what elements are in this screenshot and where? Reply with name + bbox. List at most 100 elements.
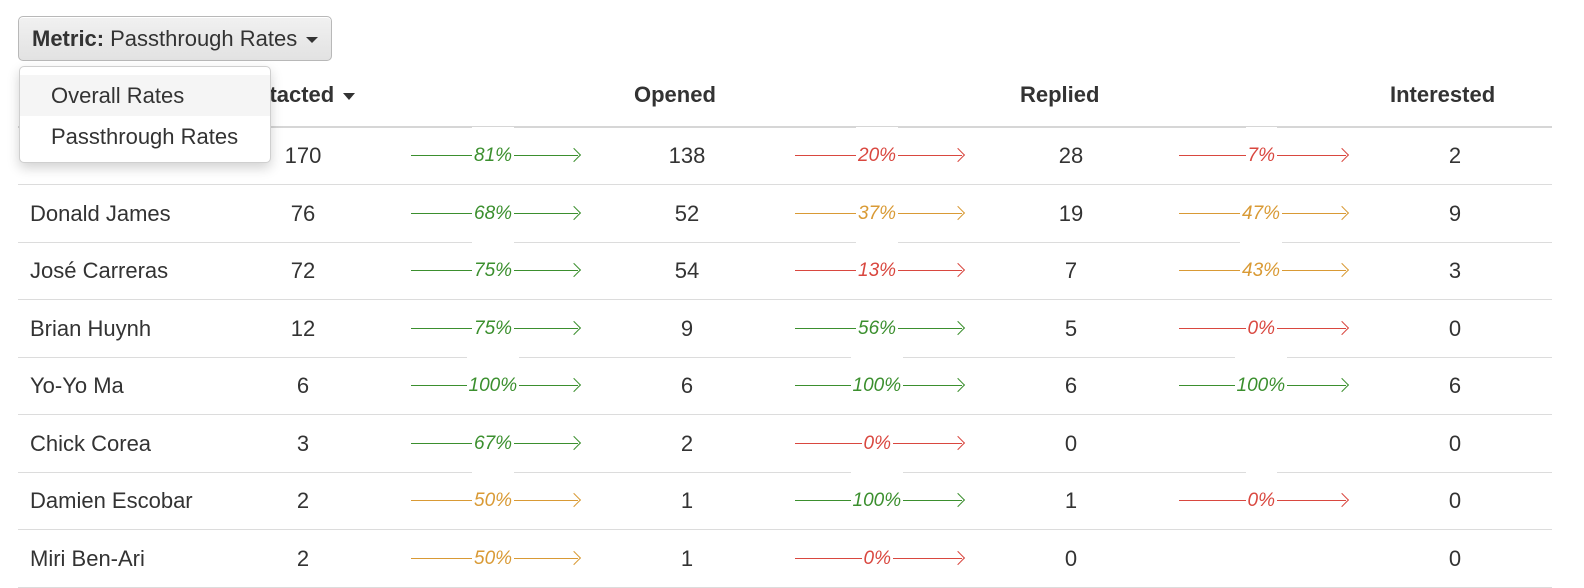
passthrough-rate-arrow: 50% <box>411 472 582 529</box>
interested-count: 0 <box>1448 488 1462 513</box>
arrow-right-icon <box>950 492 966 508</box>
passthrough-rate-arrow: 68% <box>411 184 582 242</box>
table-row: Damien Escobar 2 1 1 0 50% 100% 0% <box>18 472 1552 530</box>
arrow-right-icon <box>1334 147 1350 163</box>
arrow-right-icon <box>566 550 582 565</box>
person-name: Damien Escobar <box>30 488 193 513</box>
rate-percent: 50% <box>472 529 515 587</box>
opened-count: 2 <box>680 430 694 456</box>
rate-percent: 37% <box>856 184 899 242</box>
interested-count: 0 <box>1448 315 1462 341</box>
rate-percent: 68% <box>472 184 515 242</box>
passthrough-rate-arrow: 47% <box>1179 184 1350 242</box>
contacted-count: 12 <box>290 315 316 341</box>
table-row: Yo-Yo Ma 6 6 6 6 100% 100% 100% <box>18 357 1552 415</box>
arrow-right-icon <box>1334 492 1350 508</box>
person-name: Chick Corea <box>30 430 152 456</box>
replied-count: 6 <box>1064 373 1078 398</box>
arrow-right-icon <box>1334 205 1350 220</box>
replied-count: 19 <box>1058 200 1084 226</box>
table-row: 170 138 28 2 81% 20% 7% <box>18 127 1552 185</box>
arrow-right-icon <box>566 205 582 220</box>
rate-percent: 43% <box>1240 242 1283 299</box>
contacted-count: 2 <box>296 488 310 513</box>
rate-percent: 81% <box>472 127 515 184</box>
contacted-count: 76 <box>290 200 316 226</box>
passthrough-rate-arrow: 37% <box>795 184 966 242</box>
replied-count: 7 <box>1064 258 1078 283</box>
rate-percent: 75% <box>472 299 515 357</box>
rate-percent: 7% <box>1245 127 1277 184</box>
metric-dropdown-button[interactable]: Metric: Passthrough Rates <box>18 16 332 61</box>
passthrough-rate-arrow: 81% <box>411 127 582 184</box>
arrow-right-icon <box>950 147 966 163</box>
person-name: Yo-Yo Ma <box>30 373 124 398</box>
metric-dropdown-menu: Overall Rates Passthrough Rates <box>19 66 271 163</box>
arrow-right-icon <box>566 492 582 508</box>
person-name: Donald James <box>30 200 171 226</box>
column-header-interested[interactable]: Interested <box>1390 82 1496 107</box>
column-header-opened[interactable]: Opened <box>634 82 716 107</box>
table-header: ntacted Opened Replied Interested <box>18 72 1552 128</box>
rate-percent: 100% <box>850 357 904 414</box>
rate-percent: 100% <box>850 472 904 529</box>
person-name: Miri Ben-Ari <box>30 545 145 571</box>
rate-percent: 0% <box>861 414 893 472</box>
opened-count: 1 <box>680 545 694 571</box>
replied-count: 28 <box>1058 143 1084 168</box>
arrow-right-icon <box>1334 262 1350 278</box>
rate-percent: 100% <box>1234 357 1288 414</box>
person-name: Brian Huynh <box>30 315 152 341</box>
arrow-right-icon <box>1334 377 1350 393</box>
arrow-right-icon <box>1334 320 1350 335</box>
person-name: José Carreras <box>30 258 169 283</box>
menu-item-overall-rates[interactable]: Overall Rates <box>20 75 270 116</box>
arrow-right-icon <box>950 320 966 335</box>
metric-label: Metric: <box>32 25 105 51</box>
replied-count: 5 <box>1064 315 1078 341</box>
passthrough-rate-arrow: 13% <box>795 242 966 299</box>
opened-count: 9 <box>680 315 694 341</box>
contacted-count: 6 <box>296 373 310 398</box>
rate-percent: 56% <box>856 299 899 357</box>
passthrough-rate-arrow: 100% <box>795 472 966 529</box>
replied-count: 0 <box>1064 545 1078 571</box>
opened-count: 52 <box>674 200 700 226</box>
arrow-right-icon <box>566 377 582 393</box>
rate-percent: 0% <box>861 529 893 587</box>
arrow-right-icon <box>950 377 966 393</box>
arrow-right-icon <box>950 205 966 220</box>
rate-percent: 0% <box>1245 299 1277 357</box>
interested-count: 6 <box>1448 373 1462 398</box>
arrow-right-icon <box>950 435 966 450</box>
replied-count: 1 <box>1064 488 1078 513</box>
caret-down-icon <box>306 37 319 43</box>
rate-percent: 47% <box>1240 184 1283 242</box>
passthrough-rate-arrow: 100% <box>411 357 582 414</box>
interested-count: 0 <box>1448 545 1462 571</box>
passthrough-rate-arrow: 0% <box>795 529 966 587</box>
contacted-count: 3 <box>296 430 310 456</box>
passthrough-rate-arrow: 0% <box>1179 472 1350 529</box>
passthrough-rate-arrow: 100% <box>795 357 966 414</box>
rate-percent: 75% <box>472 242 515 299</box>
column-header-replied[interactable]: Replied <box>1020 82 1100 107</box>
replied-count: 0 <box>1064 430 1078 456</box>
passthrough-rate-arrow: 43% <box>1179 242 1350 299</box>
menu-item-passthrough-rates[interactable]: Passthrough Rates <box>51 124 239 149</box>
metric-value: Passthrough Rates <box>110 25 298 51</box>
passthrough-rate-arrow: 0% <box>795 414 966 472</box>
passthrough-rate-arrow: 100% <box>1179 357 1350 414</box>
arrow-right-icon <box>566 320 582 335</box>
rate-percent: 0% <box>1245 472 1277 529</box>
passthrough-rate-arrow: 50% <box>411 529 582 587</box>
interested-count: 2 <box>1448 143 1462 168</box>
arrow-right-icon <box>950 262 966 278</box>
rate-percent: 13% <box>856 242 899 299</box>
rate-percent: 67% <box>472 414 515 472</box>
rate-percent: 50% <box>472 472 515 529</box>
rate-percent: 20% <box>856 127 899 184</box>
opened-count: 6 <box>680 373 694 398</box>
contacted-count: 72 <box>290 258 316 283</box>
opened-count: 54 <box>674 258 700 283</box>
